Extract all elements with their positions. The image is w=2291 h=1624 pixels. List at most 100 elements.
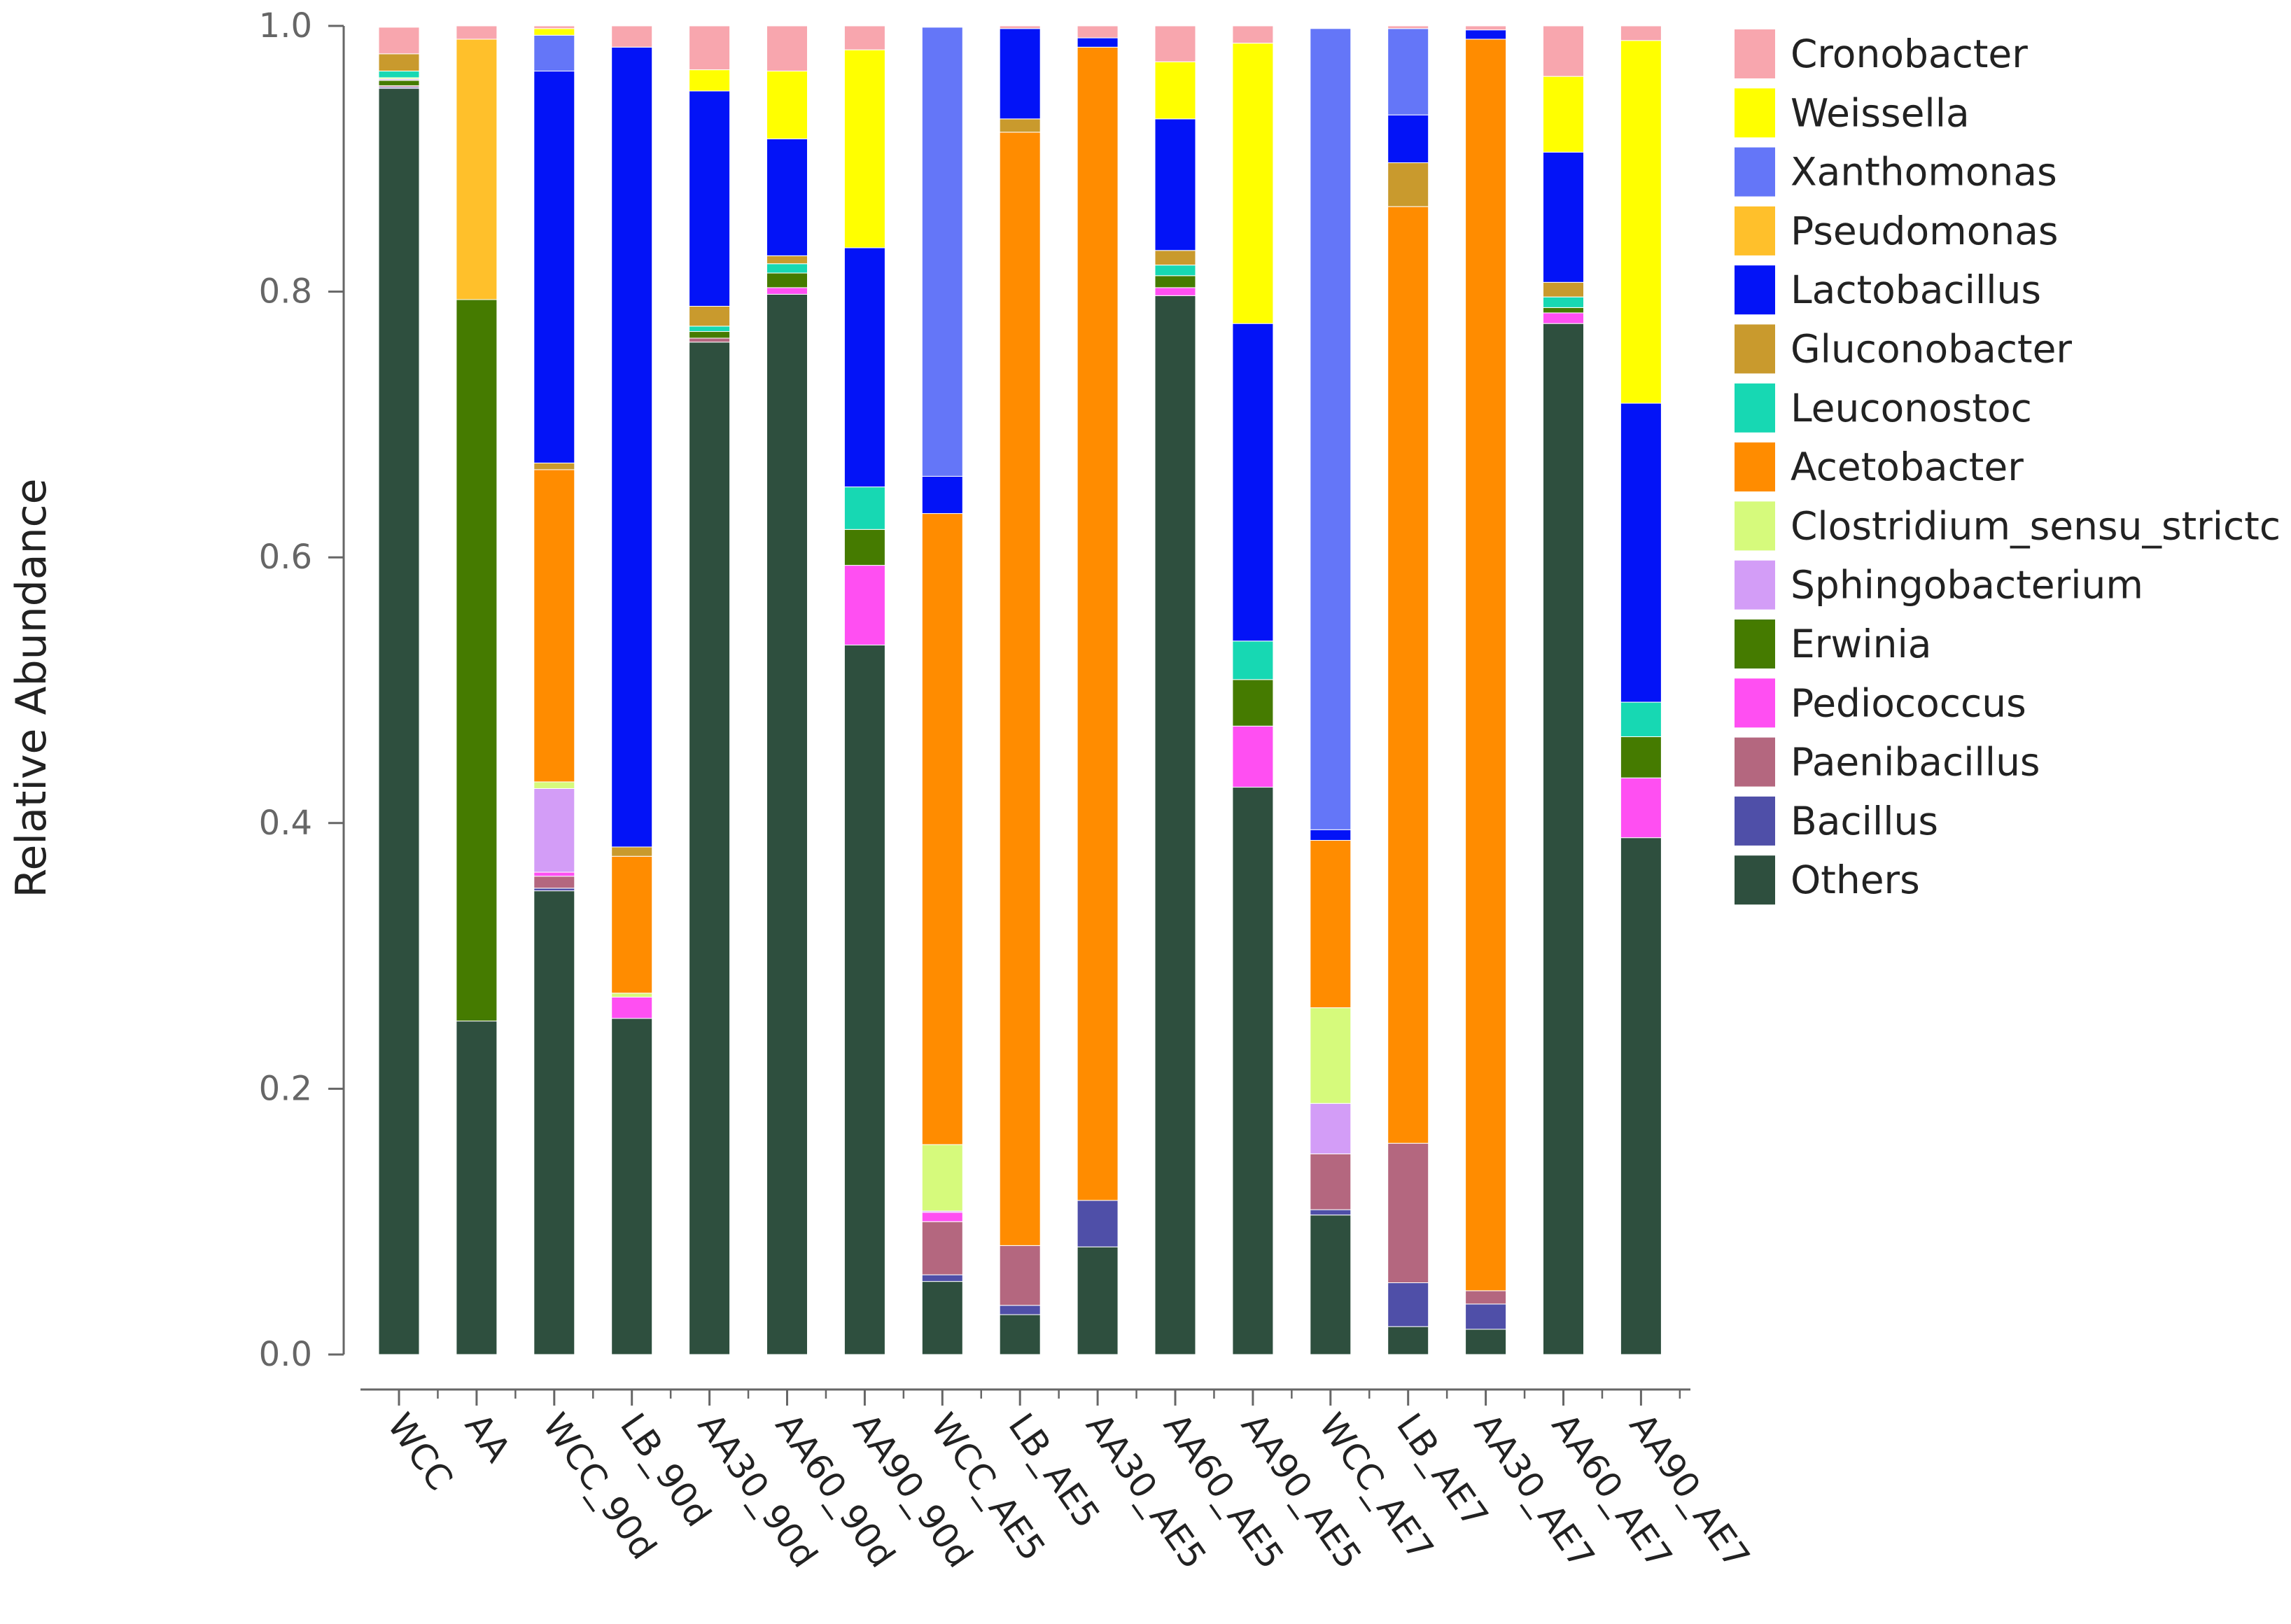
bar-stack-aa30-ae7 bbox=[1465, 25, 1507, 1355]
legend-swatch bbox=[1735, 442, 1775, 492]
bar-segment-acetobacter bbox=[1310, 839, 1352, 1009]
bar-segment-acetobacter bbox=[1387, 206, 1429, 1144]
bar-segment-erwinia bbox=[689, 331, 731, 339]
bar-segment-sphingobacterium bbox=[1310, 1102, 1352, 1154]
bar-segment-weissella bbox=[1543, 76, 1584, 153]
y-tick-label: 0.8 bbox=[259, 272, 312, 312]
bar-segment-others bbox=[1387, 1326, 1429, 1355]
legend-item-pseudomonas: Pseudomonas bbox=[1735, 206, 2059, 255]
bar-segment-others bbox=[689, 342, 731, 1355]
bar-segment-pediococcus bbox=[611, 996, 653, 1019]
bar-segment-acetobacter bbox=[611, 855, 653, 994]
bar-segment-xanthomonas bbox=[1310, 28, 1352, 830]
bar-segment-leuconostoc bbox=[1232, 640, 1274, 680]
bar-segment-lactobacillus bbox=[611, 46, 653, 848]
legend-item-weissella: Weissella bbox=[1735, 88, 1970, 138]
legend-label: Acetobacter bbox=[1791, 444, 2024, 489]
bar-segment-lactobacillus bbox=[1543, 151, 1584, 283]
y-tick-label: 0.0 bbox=[259, 1335, 312, 1374]
bar-segment-cronobacter bbox=[1154, 25, 1196, 62]
bar-segment-lactobacillus bbox=[921, 475, 963, 514]
bar-segment-pediococcus bbox=[921, 1212, 963, 1222]
bar-segment-cronobacter bbox=[1077, 25, 1119, 38]
legend-label: Leuconostoc bbox=[1791, 386, 2032, 430]
bar-segment-gluconobacter bbox=[378, 53, 420, 72]
legend-swatch bbox=[1735, 737, 1775, 787]
bar-segment-leuconostoc bbox=[689, 326, 731, 332]
x-tick-label: WCC bbox=[379, 1406, 461, 1498]
bar-segment-lactobacillus bbox=[999, 28, 1041, 120]
legend-swatch bbox=[1735, 855, 1775, 905]
bar-segment-gluconobacter bbox=[766, 255, 808, 265]
legend-item-acetobacter: Acetobacter bbox=[1735, 442, 2024, 492]
bar-segment-weissella bbox=[1154, 61, 1196, 120]
bar-segment-cronobacter bbox=[1620, 25, 1662, 41]
bar-segment-weissella bbox=[533, 28, 575, 36]
bar-segment-others bbox=[1543, 323, 1584, 1355]
bar-segment-leuconostoc bbox=[1543, 296, 1584, 308]
bar-stack-wcc-ae5 bbox=[921, 27, 963, 1355]
bar-stack-lb-90d bbox=[611, 25, 653, 1355]
bar-segment-bacillus bbox=[1465, 1303, 1507, 1330]
bar-segment-gluconobacter bbox=[999, 118, 1041, 133]
bar-segment-cronobacter bbox=[378, 27, 420, 55]
legend-swatch bbox=[1735, 383, 1775, 433]
legend-label: Others bbox=[1791, 858, 1920, 902]
legend-item-xanthomonas: Xanthomonas bbox=[1735, 147, 2057, 197]
bar-segment-xanthomonas bbox=[533, 34, 575, 72]
bar-stack-aa90-ae7 bbox=[1620, 25, 1662, 1355]
legend-swatch bbox=[1735, 206, 1775, 255]
bar-segment-lactobacillus bbox=[533, 71, 575, 463]
bar-segment-others bbox=[1154, 295, 1196, 1355]
legend-swatch bbox=[1735, 265, 1775, 315]
bar-segment-paenibacillus bbox=[921, 1221, 963, 1275]
bar-segment-gluconobacter bbox=[1154, 250, 1196, 266]
bar-segment-weissella bbox=[1620, 40, 1662, 404]
bar-segment-bacillus bbox=[1077, 1200, 1119, 1247]
bar-stack-aa30-ae5 bbox=[1077, 25, 1119, 1355]
legend-swatch bbox=[1735, 796, 1775, 846]
legend-label: Pediococcus bbox=[1791, 680, 2026, 725]
legend-label: Weissella bbox=[1791, 90, 1970, 135]
bar-segment-acetobacter bbox=[533, 469, 575, 783]
bar-segment-others bbox=[378, 88, 420, 1355]
bar-segment-cronobacter bbox=[1387, 25, 1429, 29]
bar-segment-erwinia bbox=[1543, 307, 1584, 314]
bar-segment-pediococcus bbox=[533, 872, 575, 877]
y-axis-ticks: 0.0 0.2 0.4 0.6 0.8 1.0 bbox=[259, 6, 344, 1374]
bar-segment-bacillus bbox=[921, 1274, 963, 1282]
bar-segment-weissella bbox=[843, 49, 885, 248]
bar-segment-lactobacillus bbox=[1077, 37, 1119, 48]
bar-segment-others bbox=[843, 644, 885, 1355]
bar-segment-gluconobacter bbox=[689, 305, 731, 327]
legend-item-bacillus: Bacillus bbox=[1735, 796, 1938, 846]
bar-stack-lb-ae7 bbox=[1387, 25, 1429, 1355]
bar-segment-paenibacillus bbox=[1465, 1290, 1507, 1305]
legend-label: Erwinia bbox=[1791, 622, 1931, 666]
legend-swatch bbox=[1735, 678, 1775, 728]
y-tick-label: 0.2 bbox=[259, 1069, 312, 1108]
bar-segment-leuconostoc bbox=[766, 263, 808, 274]
bar-segment-gluconobacter bbox=[1387, 162, 1429, 207]
bar-segment-pediococcus bbox=[1543, 312, 1584, 324]
bar-stack-lb-ae5 bbox=[999, 25, 1041, 1355]
bar-segment-cronobacter bbox=[766, 25, 808, 72]
x-tick-label: AA bbox=[457, 1406, 519, 1469]
bar-segment-lactobacillus bbox=[843, 247, 885, 488]
bar-stack-wcc bbox=[378, 27, 420, 1355]
legend-item-sphingobacterium: Sphingobacterium bbox=[1735, 560, 2143, 610]
legend-swatch bbox=[1735, 620, 1775, 668]
legend-swatch bbox=[1735, 560, 1775, 610]
legend-label: Cronobacter bbox=[1791, 31, 2028, 76]
bar-segment-paenibacillus bbox=[999, 1245, 1041, 1306]
bar-segment-bacillus bbox=[1387, 1282, 1429, 1327]
bar-segment-pediococcus bbox=[1620, 777, 1662, 839]
legend-swatch bbox=[1735, 324, 1775, 374]
legend-swatch bbox=[1735, 147, 1775, 197]
bar-stack-aa60-ae7 bbox=[1543, 25, 1584, 1355]
legend-label: Pseudomonas bbox=[1791, 209, 2059, 253]
bar-segment-others bbox=[456, 1021, 498, 1355]
bar-segment-pseudomonas bbox=[456, 38, 498, 300]
bar-stack-aa30-90d bbox=[689, 25, 731, 1355]
bar-segment-pediococcus bbox=[843, 565, 885, 645]
